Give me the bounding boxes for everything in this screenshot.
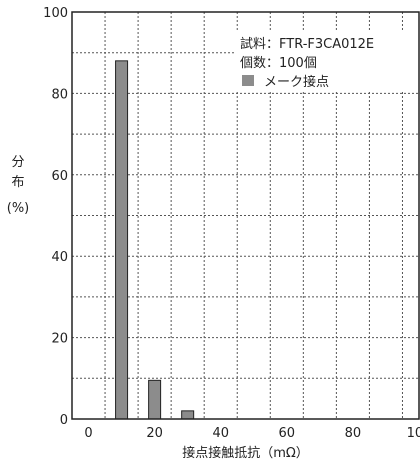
x-tick-label: 100 (407, 426, 420, 441)
bar (181, 410, 195, 420)
bars (115, 60, 195, 420)
x-tick-label: 0 (84, 426, 92, 441)
x-tick-label: 80 (345, 426, 362, 441)
y-tick-label: 80 (51, 87, 68, 102)
legend-swatch (242, 75, 254, 86)
x-tick-label: 40 (212, 426, 229, 441)
plot-frame (71, 11, 420, 420)
y-axis-ticks: 0 20 40 60 80 100 (43, 6, 68, 428)
y-axis-title-line: 分 (11, 155, 24, 170)
x-axis-ticks: 0 20 40 60 80 100 (84, 426, 420, 441)
legend-series-label: メーク接点 (264, 74, 329, 90)
legend-background (234, 32, 418, 92)
y-axis-title: 分 布 (%) (7, 155, 30, 216)
bar (115, 60, 129, 420)
x-axis-title: 接点接触抵抗（mΩ） (182, 445, 309, 461)
y-axis-title-line: (%) (7, 201, 30, 216)
y-axis-title-line: 布 (11, 175, 24, 190)
y-tick-label: 100 (43, 6, 68, 21)
y-tick-label: 40 (51, 250, 68, 265)
legend-count-label: 個数：100個 (240, 56, 317, 71)
y-tick-label: 20 (51, 332, 68, 347)
legend-sample-label: 試料：FTR-F3CA012E (240, 36, 374, 52)
y-tick-label: 0 (60, 413, 68, 428)
legend: 試料：FTR-F3CA012E 個数：100個 メーク接点 (234, 32, 418, 92)
y-tick-label: 60 (51, 169, 68, 184)
x-tick-label: 20 (146, 426, 163, 441)
x-tick-label: 60 (279, 426, 296, 441)
bar (148, 379, 162, 420)
